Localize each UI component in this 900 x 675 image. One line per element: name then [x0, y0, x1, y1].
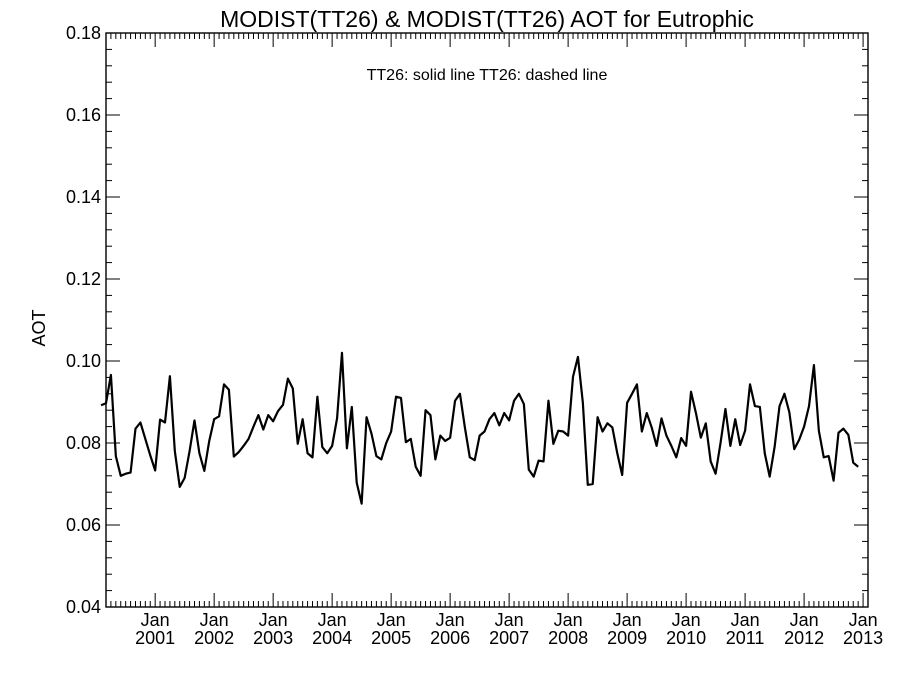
x-tick-label-month: Jan — [377, 610, 406, 630]
x-tick-label-year: 2011 — [726, 628, 765, 648]
x-tick-label-month: Jan — [436, 610, 465, 630]
plot-frame — [105, 32, 869, 608]
x-tick-label-month: Jan — [200, 610, 229, 630]
x-tick-label-year: 2012 — [784, 628, 824, 648]
axis-ticks — [105, 32, 869, 608]
x-tick-label-month: Jan — [318, 610, 347, 630]
x-tick-label-year: 2010 — [666, 628, 706, 648]
series-group — [100, 351, 859, 505]
x-tick-label-month: Jan — [731, 610, 760, 630]
x-tick-label-month: Jan — [672, 610, 701, 630]
y-axis-title: AOT — [29, 309, 49, 346]
x-tick-label-month: Jan — [849, 610, 878, 630]
chart-title: MODIST(TT26) & MODIST(TT26) AOT for Eutr… — [220, 6, 754, 32]
legend-text: TT26: solid line TT26: dashed line — [367, 67, 608, 84]
x-tick-label-year: 2008 — [548, 628, 588, 648]
series-line — [100, 351, 859, 505]
y-tick-label: 0.06 — [66, 515, 101, 535]
x-tick-label-month: Jan — [790, 610, 819, 630]
y-tick-label: 0.18 — [66, 23, 101, 43]
x-tick-label-year: 2007 — [489, 628, 529, 648]
x-tick-label-month: Jan — [613, 610, 642, 630]
y-tick-label: 0.16 — [66, 105, 101, 125]
y-tick-label: 0.14 — [66, 187, 101, 207]
x-tick-label-month: Jan — [554, 610, 583, 630]
y-tick-label: 0.08 — [66, 433, 101, 453]
x-tick-label-year: 2013 — [843, 628, 883, 648]
x-tick-label-year: 2005 — [371, 628, 411, 648]
y-tick-label: 0.10 — [66, 351, 101, 371]
tick-labels: 0.040.060.080.100.120.140.160.18Jan2001J… — [66, 23, 883, 648]
y-tick-label: 0.04 — [66, 597, 101, 617]
x-tick-label-year: 2006 — [430, 628, 470, 648]
x-tick-label-month: Jan — [495, 610, 524, 630]
x-tick-label-year: 2004 — [312, 628, 352, 648]
x-tick-label-month: Jan — [259, 610, 288, 630]
x-tick-label-year: 2003 — [253, 628, 293, 648]
x-tick-label-year: 2009 — [607, 628, 647, 648]
y-tick-label: 0.12 — [66, 269, 101, 289]
x-tick-label-month: Jan — [141, 610, 170, 630]
x-tick-label-year: 2001 — [135, 628, 175, 648]
x-tick-label-year: 2002 — [194, 628, 234, 648]
